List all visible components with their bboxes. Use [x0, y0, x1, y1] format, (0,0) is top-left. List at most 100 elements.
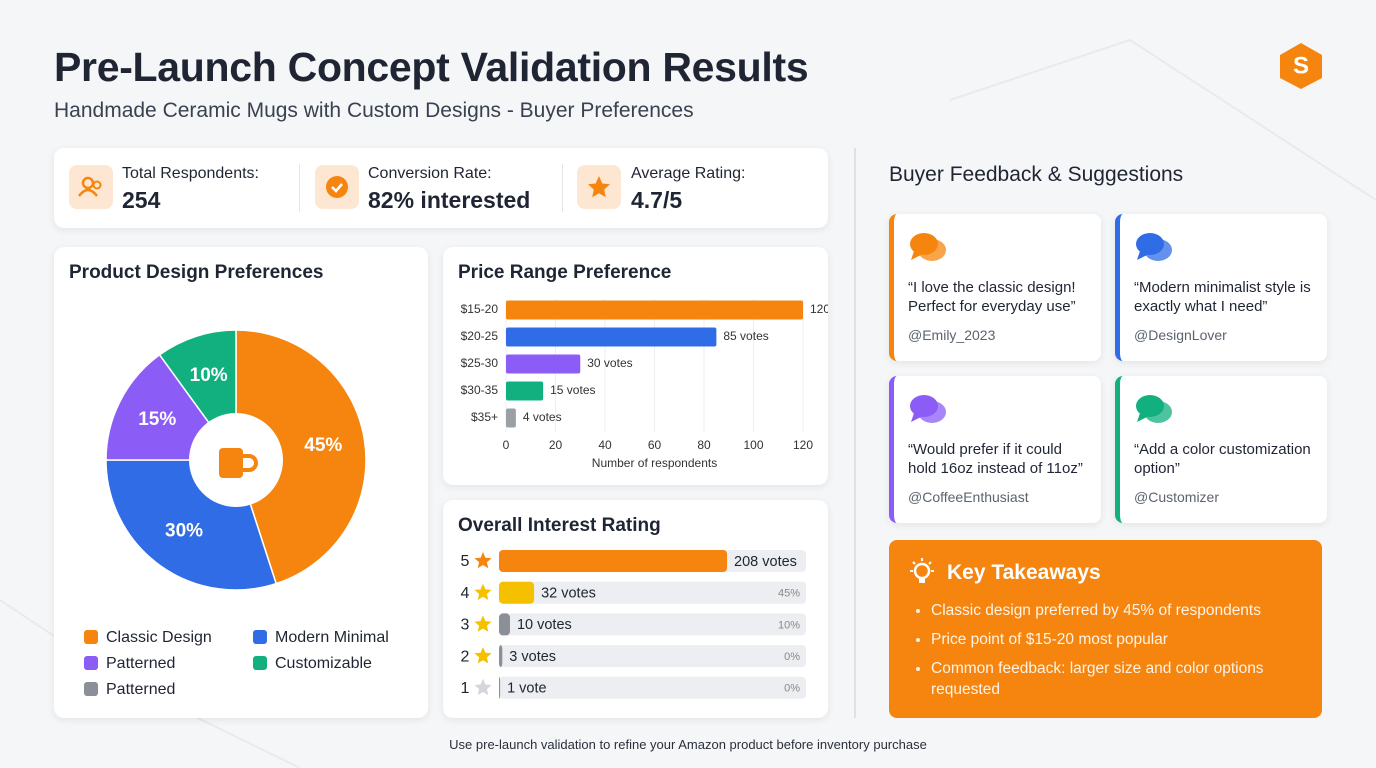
takeaway-item: Price point of $15-20 most popular	[931, 629, 1321, 650]
chart-title: Overall Interest Rating	[458, 515, 661, 536]
legend-swatch	[84, 682, 98, 696]
x-tick-label: 80	[697, 438, 711, 452]
takeaways-list: Classic design preferred by 45% of respo…	[911, 600, 1321, 708]
bar-track	[499, 581, 806, 604]
chat-bubble	[1136, 395, 1164, 417]
legend-swatch	[253, 630, 267, 644]
stat-icon	[315, 165, 359, 209]
bar-label: 4 votes	[523, 410, 562, 424]
percent-label: 0%	[784, 683, 800, 695]
star-icon	[474, 615, 492, 632]
takeaway-item: Classic design preferred by 45% of respo…	[931, 600, 1321, 621]
rating-label: 3	[461, 617, 470, 634]
chat-bubble	[910, 233, 938, 255]
bar-track	[499, 613, 806, 636]
legend-swatch	[84, 656, 98, 670]
feedback-handle: @Emily_2023	[908, 327, 996, 343]
legend-swatch	[84, 630, 98, 644]
bar-label: 208 votes	[734, 554, 797, 570]
bar-label: 10 votes	[517, 617, 572, 633]
chat-tail	[911, 413, 921, 422]
percent-label: 0%	[784, 651, 800, 663]
stat-icon	[69, 165, 113, 209]
bar	[506, 381, 544, 401]
bar	[506, 354, 581, 374]
slice-label: 45%	[304, 435, 342, 456]
legend-swatch	[253, 656, 267, 670]
chat-tail	[1137, 251, 1147, 260]
chat-tail	[911, 251, 921, 260]
bar-label: 85 votes	[723, 329, 768, 343]
y-tick-label: $35+	[471, 410, 498, 424]
x-tick-label: 20	[549, 438, 563, 452]
y-tick-label: $20-25	[461, 329, 499, 343]
bar-label: 32 votes	[541, 586, 596, 602]
takeaways-box: Key Takeaways Classic design preferred b…	[889, 540, 1322, 718]
feedback-quote: “I love the classic design! Perfect for …	[908, 279, 1076, 315]
chat-icon	[910, 233, 946, 261]
bar-label: 30 votes	[587, 356, 632, 370]
pie-card: Product Design Preferences 45% 30% 15% 10% C…	[54, 247, 428, 718]
percent-label: 10%	[778, 619, 800, 631]
stat-value: 4.7/5	[631, 187, 683, 213]
y-tick-label: $25-30	[461, 356, 499, 370]
chat-bubble	[1136, 233, 1164, 255]
star-icon	[474, 647, 492, 664]
price-card: Price Range Preference 0 20 40 60 80 100 120 Nu…	[443, 247, 828, 485]
bar-label: 120 votes	[810, 302, 828, 316]
y-tick-label: $30-35	[461, 383, 499, 397]
legend-label: Patterned	[106, 655, 175, 672]
chart-title: Price Range Preference	[458, 262, 672, 283]
bar-chart: 0 20 40 60 80 100 120 Number of respondents $15-…	[461, 299, 828, 470]
stat-label: Average Rating:	[631, 165, 746, 182]
bulb-icon	[910, 558, 934, 583]
chat-icon	[1136, 233, 1172, 261]
bar-track	[499, 676, 806, 699]
feedback-quote: “Add a color customization option”	[1134, 441, 1311, 477]
rating-card: Overall Interest Rating 5 208 votes 4 32 vo…	[443, 500, 828, 718]
takeaways-title: Key Takeaways	[947, 561, 1101, 584]
rating-label: 4	[461, 585, 470, 602]
stat-label: Conversion Rate:	[368, 165, 492, 182]
star-icon	[474, 583, 492, 600]
footer: Use pre-launch validation to refine your…	[449, 737, 927, 752]
rating-label: 5	[461, 553, 470, 570]
bar	[499, 550, 728, 572]
x-tick-label: 100	[743, 438, 763, 452]
legend-label: Classic Design	[106, 629, 212, 646]
x-tick-label: 40	[598, 438, 612, 452]
takeaway-item: Common feedback: larger size and color o…	[931, 658, 1321, 700]
chat-bubble	[910, 395, 938, 417]
feedback-card: “I love the classic design! Perfect for …	[889, 214, 1101, 361]
legend-label: Patterned	[106, 681, 175, 698]
star-icon	[474, 552, 492, 569]
slice-label: 10%	[190, 365, 228, 386]
legend-label: Modern Minimal	[275, 629, 389, 646]
rating-label: 2	[461, 648, 470, 665]
feedback-handle: @DesignLover	[1134, 327, 1227, 343]
page-title: Pre-Launch Concept Validation Results	[54, 44, 809, 90]
stats-card: Total Respondents: 254 Conversion Rate: …	[54, 148, 828, 228]
feedback-card: “Add a color customization option” @Custo…	[1115, 376, 1327, 523]
bar	[499, 676, 501, 699]
bar	[499, 581, 535, 604]
bar-track	[499, 645, 806, 668]
feedback-quote: “Would prefer if it could hold 16oz inst…	[908, 441, 1083, 477]
bar-label: 3 votes	[509, 649, 556, 665]
bar-label: 15 votes	[550, 383, 595, 397]
feedback-handle: @CoffeeEnthusiast	[908, 489, 1029, 505]
stat-label: Total Respondents:	[122, 165, 259, 182]
pie-chart: 45% 30% 15% 10% Classic Design Modern Minimal…	[84, 329, 389, 698]
rating-label: 1	[461, 680, 470, 697]
x-tick-label: 60	[648, 438, 662, 452]
x-tick-label: 0	[503, 438, 510, 452]
y-tick-label: $15-20	[461, 302, 499, 316]
legend-label: Customizable	[275, 655, 372, 672]
star-icon	[474, 678, 492, 696]
logo: S	[1280, 43, 1322, 89]
feedback-quote: “Modern minimalist style is exactly what…	[1134, 279, 1311, 315]
bar	[506, 300, 803, 320]
stat-value: 254	[122, 187, 161, 213]
